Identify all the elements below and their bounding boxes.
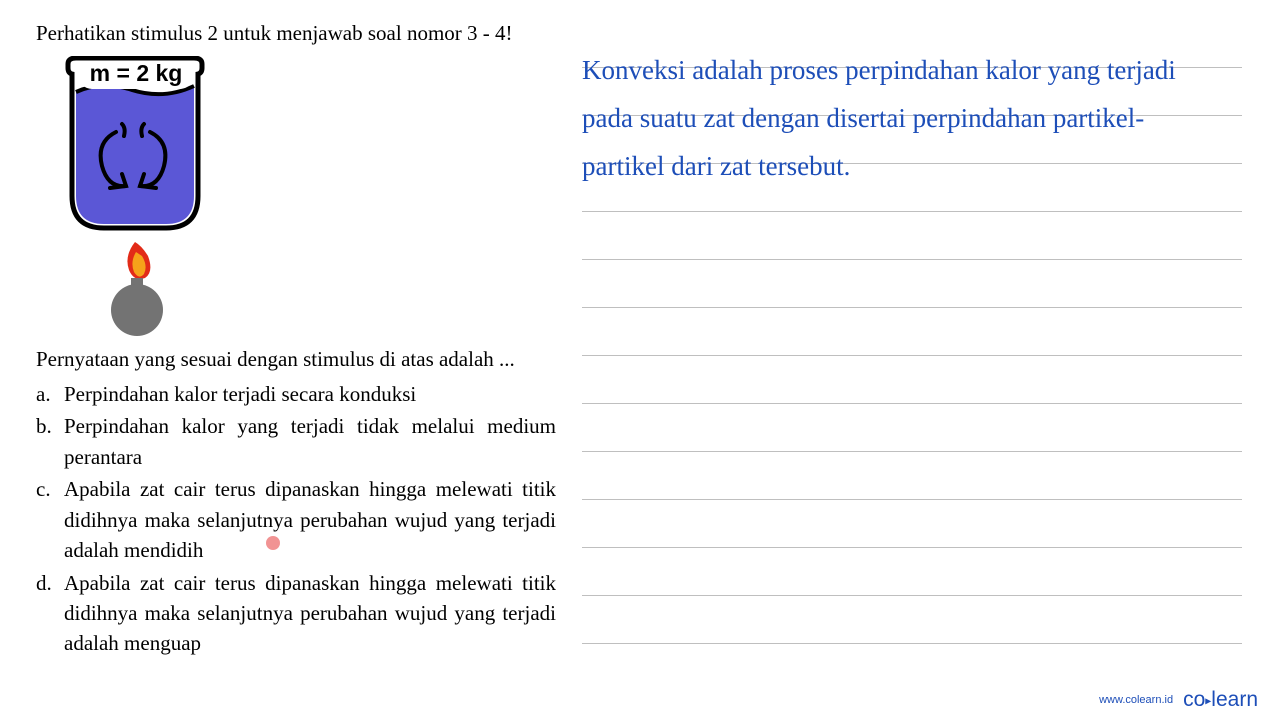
option-b: b. Perpindahan kalor yang terjadi tidak … (36, 411, 556, 472)
option-text: Perpindahan kalor yang terjadi tidak mel… (64, 411, 556, 472)
beaker-diagram: m = 2 kg (54, 56, 254, 336)
ruled-line (582, 212, 1242, 260)
option-d: d. Apabila zat cair terus dipanaskan hin… (36, 568, 556, 659)
ruled-line (582, 260, 1242, 308)
ruled-line (582, 308, 1242, 356)
option-text: Apabila zat cair terus dipanaskan hingga… (64, 568, 556, 659)
ruled-line (582, 548, 1242, 596)
ruled-line (582, 500, 1242, 548)
instruction-text: Perhatikan stimulus 2 untuk menjawab soa… (36, 18, 556, 48)
option-a: a. Perpindahan kalor terjadi secara kond… (36, 379, 556, 409)
logo-part2: learn (1211, 688, 1258, 711)
option-label: a. (36, 379, 64, 409)
option-text: Apabila zat cair terus dipanaskan hingga… (64, 474, 556, 565)
footer-url: www.colearn.id (1099, 694, 1173, 706)
option-label: b. (36, 411, 64, 472)
ruled-line (582, 452, 1242, 500)
explanation-text: Konveksi adalah proses perpindahan kalor… (582, 46, 1222, 190)
ruled-line (582, 404, 1242, 452)
right-column: Konveksi adalah proses perpindahan kalor… (582, 20, 1242, 644)
footer-logo: co▸learn (1183, 688, 1258, 712)
cursor-dot (266, 536, 280, 550)
question-stem: Pernyataan yang sesuai dengan stimulus d… (36, 344, 556, 374)
option-label: c. (36, 474, 64, 565)
footer: www.colearn.id co▸learn (1099, 688, 1258, 712)
option-c: c. Apabila zat cair terus dipanaskan hin… (36, 474, 556, 565)
left-column: Perhatikan stimulus 2 untuk menjawab soa… (36, 18, 556, 661)
ruled-line (582, 356, 1242, 404)
mass-label: m = 2 kg (90, 60, 183, 86)
options-list: a. Perpindahan kalor terjadi secara kond… (36, 379, 556, 659)
option-label: d. (36, 568, 64, 659)
option-text: Perpindahan kalor terjadi secara konduks… (64, 379, 556, 409)
logo-part1: co (1183, 688, 1205, 711)
ruled-line (582, 596, 1242, 644)
